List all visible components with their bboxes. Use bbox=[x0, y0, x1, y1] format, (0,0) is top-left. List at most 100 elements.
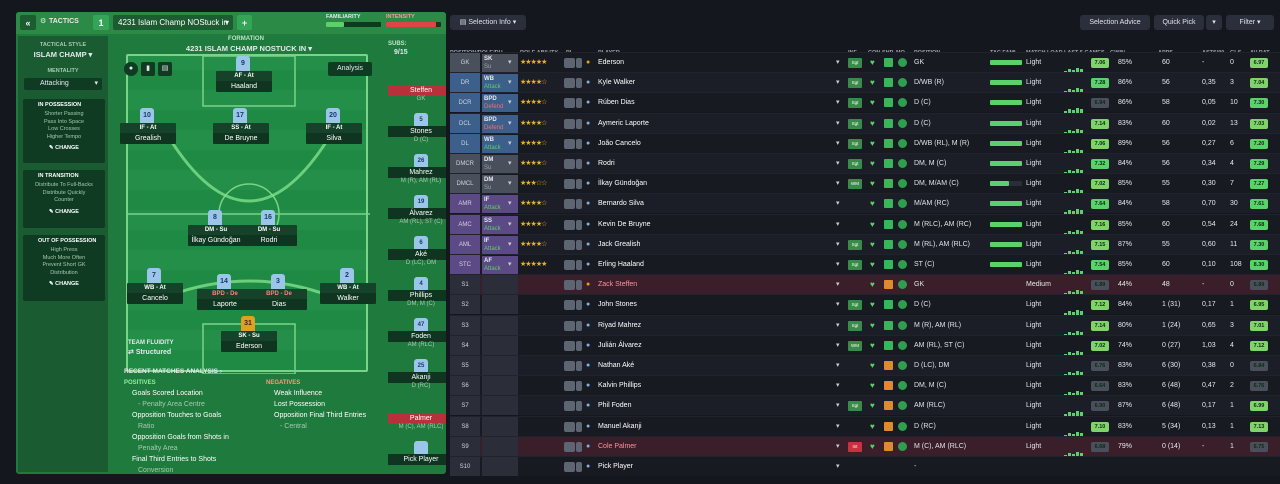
out-possession-card[interactable]: OUT OF POSSESSION High Press Much More O… bbox=[23, 235, 105, 301]
player-row[interactable]: S5 ● Nathan Aké ▾ ♥ D (LC), DM Light 6.76 6.84 83… bbox=[450, 355, 1280, 381]
chevron-down-icon[interactable]: ▾ bbox=[508, 200, 512, 208]
player-row[interactable]: S1 ● Zack Steffen ▾ ♥ GK Medium 6.89 6.89 44% 48 - 0 bbox=[450, 274, 1280, 301]
pi-chevron-icon[interactable] bbox=[576, 199, 582, 210]
player-name[interactable]: Aymeric Laporte bbox=[598, 119, 649, 127]
player-role[interactable]: WB - At bbox=[127, 283, 183, 293]
role-selector[interactable]: SK Su bbox=[482, 54, 518, 72]
position-slot[interactable]: GK bbox=[450, 53, 480, 72]
player-row[interactable]: STC AF Attack ▾ ★★★★★ ● Erling Haaland ▾ Sgt ♥ ST … bbox=[450, 254, 1280, 280]
filter-button[interactable]: Filter ▾ bbox=[1226, 15, 1274, 30]
pi-chevron-icon[interactable] bbox=[576, 340, 582, 351]
position-slot[interactable]: AML bbox=[450, 234, 480, 254]
pi-chevron-icon[interactable] bbox=[576, 179, 582, 190]
quick-pick-chevron-icon[interactable]: ▾ bbox=[1206, 15, 1222, 30]
chevron-down-icon[interactable]: ▾ bbox=[508, 180, 512, 188]
selection-info-button[interactable]: ▤ Selection Info ▾ bbox=[450, 15, 526, 30]
pi-chevron-icon[interactable] bbox=[576, 159, 582, 169]
pi-chevron-icon[interactable] bbox=[576, 78, 582, 89]
analysis-button[interactable]: Analysis bbox=[328, 62, 372, 76]
player-row[interactable]: DMCR DM Su ▾ ★★★★☆ ● Rodri ▾ Sgt ♥ DM, M (C) Light 7… bbox=[450, 153, 1280, 179]
player-name[interactable]: John Stones bbox=[598, 301, 637, 309]
chevron-down-icon[interactable]: ▾ bbox=[836, 160, 840, 167]
position-slot[interactable]: AMR bbox=[450, 194, 480, 214]
player-name[interactable]: Julián Álvarez bbox=[598, 341, 642, 349]
player-name[interactable]: Rodri bbox=[598, 160, 615, 167]
chevron-down-icon[interactable]: ▾ bbox=[836, 261, 840, 268]
player-row[interactable]: DCL BPD Defend ▾ ★★★★☆ ● Aymeric Laporte ▾ Sgt ♥ D… bbox=[450, 112, 1280, 139]
pi-chevron-icon[interactable] bbox=[576, 219, 582, 230]
in-transition-card[interactable]: IN TRANSITION Distribute To Full-Backs D… bbox=[23, 170, 105, 228]
player-role[interactable]: DM - Su bbox=[241, 225, 297, 235]
position-slot[interactable]: S5 bbox=[450, 356, 480, 375]
collapse-button[interactable]: « bbox=[20, 15, 36, 30]
player-instructions-icon[interactable] bbox=[564, 361, 575, 371]
player-instructions-icon[interactable] bbox=[564, 462, 575, 472]
stats-icon[interactable]: ▮ bbox=[141, 62, 155, 76]
add-tactic-button[interactable]: + bbox=[237, 15, 252, 30]
role-selector[interactable]: IF Attack bbox=[482, 195, 518, 214]
player-role[interactable]: SK - Su bbox=[221, 331, 277, 341]
player-instructions-icon[interactable] bbox=[564, 340, 575, 351]
player-row[interactable]: S2 ● John Stones ▾ Sgt ♥ D (C) Light 7.12 6.95 84%… bbox=[450, 294, 1280, 321]
player-name[interactable]: Bernardo Silva bbox=[598, 200, 644, 208]
chevron-down-icon[interactable]: ▾ bbox=[836, 79, 840, 87]
player-instructions-icon[interactable] bbox=[564, 58, 575, 68]
position-slot[interactable]: S10 bbox=[450, 457, 480, 476]
position-slot[interactable]: S7 bbox=[450, 396, 480, 416]
role-selector[interactable]: DM Su bbox=[482, 155, 518, 173]
role-selector[interactable]: SS Attack bbox=[482, 215, 518, 234]
pi-chevron-icon[interactable] bbox=[576, 98, 582, 109]
position-slot[interactable]: S4 bbox=[450, 335, 480, 355]
chevron-down-icon[interactable]: ▾ bbox=[508, 220, 512, 228]
pi-chevron-icon[interactable] bbox=[576, 239, 582, 250]
player-name[interactable]: Kalvin Phillips bbox=[598, 382, 642, 390]
player-role[interactable]: DM - Su bbox=[188, 225, 244, 235]
chevron-down-icon[interactable]: ▾ bbox=[508, 99, 512, 107]
position-slot[interactable]: S2 bbox=[450, 295, 480, 315]
player-row[interactable]: DCR BPD Defend ▾ ★★★★☆ ● Rúben Dias ▾ Sgt ♥ D (C) L… bbox=[450, 92, 1280, 119]
position-slot[interactable]: S6 bbox=[450, 376, 480, 396]
chevron-down-icon[interactable]: ▾ bbox=[508, 139, 512, 147]
position-slot[interactable]: DCR bbox=[450, 93, 480, 113]
chevron-down-icon[interactable]: ▾ bbox=[508, 59, 512, 66]
player-name[interactable]: Cole Palmer bbox=[598, 442, 637, 450]
player-instructions-icon[interactable] bbox=[564, 219, 575, 230]
chevron-down-icon[interactable]: ▾ bbox=[836, 442, 840, 450]
pi-chevron-icon[interactable] bbox=[576, 421, 582, 432]
pi-chevron-icon[interactable] bbox=[576, 280, 582, 291]
position-slot[interactable]: DL bbox=[450, 133, 480, 153]
recent-analysis-title[interactable]: RECENT MATCHES ANALYSIS › bbox=[124, 368, 223, 375]
chevron-down-icon[interactable]: ▾ bbox=[508, 119, 512, 127]
pi-chevron-icon[interactable] bbox=[576, 300, 582, 311]
change-button[interactable]: ✎ CHANGE bbox=[49, 281, 79, 287]
player-name[interactable]: Manuel Akanji bbox=[598, 422, 642, 430]
player-row[interactable]: S8 ● Manuel Akanji ▾ ♥ D (RC) Light 7.10 7.13 83%… bbox=[450, 415, 1280, 442]
chevron-down-icon[interactable]: ▾ bbox=[508, 160, 512, 167]
pi-chevron-icon[interactable] bbox=[576, 462, 582, 472]
chevron-down-icon[interactable]: ▾ bbox=[508, 79, 512, 87]
change-button[interactable]: ✎ CHANGE bbox=[49, 145, 79, 151]
player-name[interactable]: Pick Player bbox=[598, 463, 634, 470]
position-slot[interactable]: DCL bbox=[450, 113, 480, 133]
chevron-down-icon[interactable]: ▾ bbox=[836, 422, 840, 430]
chevron-down-icon[interactable]: ▾ bbox=[836, 382, 840, 390]
chevron-down-icon[interactable]: ▾ bbox=[836, 220, 840, 228]
pi-chevron-icon[interactable] bbox=[576, 361, 582, 371]
player-row[interactable]: DMCL DM Su ▾ ★★★☆☆ ● İlkay Gündoğan ▾ WM ♥ DM, M/A… bbox=[450, 173, 1280, 200]
role-selector[interactable]: WB Attack bbox=[482, 134, 518, 153]
position-slot[interactable]: DMCL bbox=[450, 174, 480, 194]
pi-chevron-icon[interactable] bbox=[576, 58, 582, 68]
chevron-down-icon[interactable]: ▾ bbox=[836, 301, 840, 309]
pi-chevron-icon[interactable] bbox=[576, 381, 582, 392]
chevron-down-icon[interactable]: ▾ bbox=[836, 362, 840, 369]
player-role[interactable]: IF - At bbox=[120, 123, 176, 133]
chevron-down-icon[interactable]: ▾ bbox=[836, 240, 840, 248]
chevron-down-icon[interactable]: ▾ bbox=[836, 99, 840, 107]
position-slot[interactable]: S9 bbox=[450, 436, 480, 456]
position-slot[interactable]: AMC bbox=[450, 214, 480, 234]
tactic-selector[interactable]: 4231 Islam Champ NOStuck in ▾ bbox=[113, 15, 233, 30]
tactic-number-button[interactable]: 1 bbox=[93, 15, 109, 30]
lineup-icon[interactable]: ▤ bbox=[158, 62, 172, 76]
player-row[interactable]: S7 ● Phil Foden ▾ Sgt ♥ AM (RLC) Light 6.90 6.99 8… bbox=[450, 395, 1280, 422]
position-slot[interactable]: S1 bbox=[450, 275, 480, 295]
